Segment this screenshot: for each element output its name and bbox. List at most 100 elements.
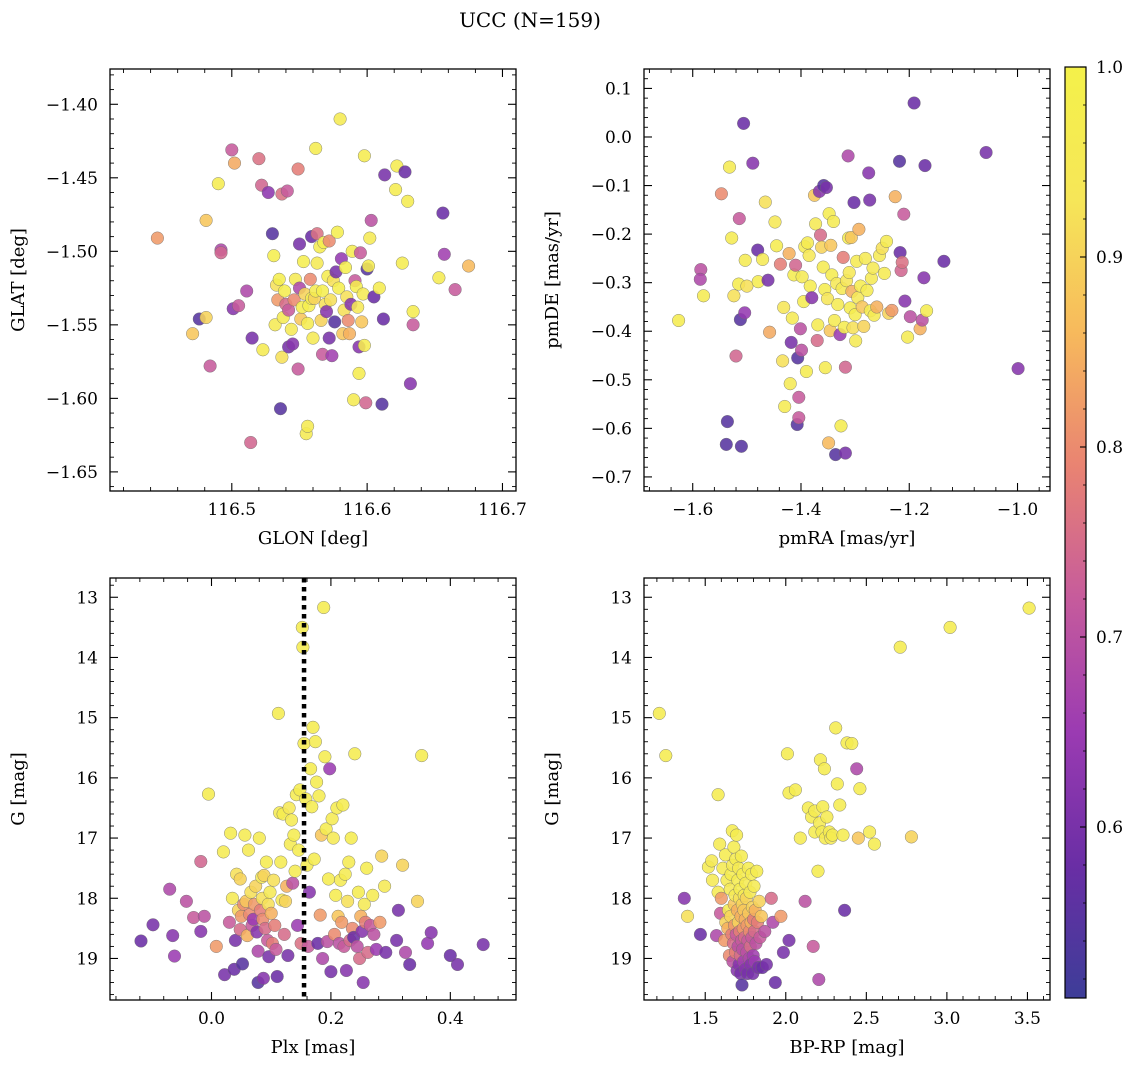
scatter-point xyxy=(443,949,457,963)
x-tick-label: 3.0 xyxy=(933,1009,960,1029)
scatter-point xyxy=(391,903,405,917)
scatter-point xyxy=(888,190,902,204)
scatter-point xyxy=(818,361,832,375)
scatter-point xyxy=(782,246,796,260)
scatter-point xyxy=(348,747,362,761)
scatter-point xyxy=(362,259,376,273)
y-tick-label: 0.1 xyxy=(605,79,632,99)
scatter-point xyxy=(344,831,358,845)
scatter-point xyxy=(375,849,389,863)
scatter-point xyxy=(829,721,843,735)
scatter-point xyxy=(317,601,331,615)
scatter-point xyxy=(150,231,164,245)
scatter-point xyxy=(285,813,299,827)
scatter-point xyxy=(979,145,993,159)
scatter-point xyxy=(805,291,819,305)
scatter-point xyxy=(287,828,301,842)
y-tick-label: −1.65 xyxy=(46,463,98,483)
scatter-point xyxy=(134,934,148,948)
chart-panels: 116.5 116.6 116.7 −1.65 −1.60 −1.55 −1.50 −1.45… xyxy=(8,68,1051,1058)
scatter-point xyxy=(730,828,744,842)
scatter-point xyxy=(225,143,239,157)
scatter-point xyxy=(451,958,465,972)
scatter-point xyxy=(437,247,451,261)
scatter-point xyxy=(852,222,866,236)
scatter-point xyxy=(811,864,825,878)
colorbar-tick-label: 0.6 xyxy=(1096,818,1123,838)
colorbar-tick-label: 0.7 xyxy=(1096,628,1123,648)
scatter-point xyxy=(227,156,241,170)
scatter-point xyxy=(802,248,816,262)
scatter-point xyxy=(774,909,788,923)
scatter-point xyxy=(1011,362,1025,376)
scatter-point xyxy=(830,777,844,791)
scatter-point xyxy=(847,195,861,209)
scatter-point xyxy=(286,337,300,351)
scatter-point xyxy=(415,749,429,763)
scatter-point xyxy=(792,411,806,425)
points-group xyxy=(652,601,1036,992)
scatter-point xyxy=(816,260,830,274)
scatter-point xyxy=(324,293,338,307)
scatter-point xyxy=(301,419,315,433)
scatter-point xyxy=(291,918,305,932)
scatter-point xyxy=(780,747,794,761)
points-group xyxy=(672,96,1025,462)
y-tick-label: −0.7 xyxy=(591,468,632,488)
scatter-point xyxy=(256,971,270,985)
scatter-point xyxy=(406,318,420,332)
y-tick-label: 13 xyxy=(610,588,632,608)
scatter-point xyxy=(844,230,858,244)
scatter-point xyxy=(310,256,324,270)
scatter-point xyxy=(269,942,283,956)
scatter-point xyxy=(235,957,249,971)
scatter-point xyxy=(858,251,872,265)
scatter-point xyxy=(851,831,865,845)
scatter-point xyxy=(259,855,273,869)
colorbar-tick-label: 0.8 xyxy=(1096,438,1123,458)
x-tick-label: −1.0 xyxy=(997,500,1038,520)
scatter-point xyxy=(776,354,790,368)
scatter-point xyxy=(406,305,420,319)
scatter-point xyxy=(261,185,275,199)
x-tick-label: 1.5 xyxy=(692,1009,719,1029)
scatter-point xyxy=(357,897,371,911)
scatter-point xyxy=(216,845,230,859)
x-tick-label: −1.6 xyxy=(672,500,713,520)
scatter-point xyxy=(714,187,728,201)
scatter-point xyxy=(738,253,752,267)
scatter-point xyxy=(893,154,907,168)
scatter-point xyxy=(761,273,775,287)
scatter-point xyxy=(778,400,792,414)
scatter-point xyxy=(325,349,339,363)
scatter-point xyxy=(838,360,852,374)
scatter-point xyxy=(339,261,353,275)
scatter-point xyxy=(338,867,352,881)
y-tick-label: 17 xyxy=(76,829,98,849)
scatter-point xyxy=(846,321,860,335)
scatter-point xyxy=(166,929,180,943)
scatter-point xyxy=(782,933,796,947)
scatter-point xyxy=(841,149,855,163)
scatter-point xyxy=(291,162,305,176)
x-tick-label: 0.4 xyxy=(437,1009,464,1029)
scatter-point xyxy=(776,945,790,959)
scatter-point xyxy=(713,837,727,851)
scatter-point xyxy=(845,737,859,751)
y-tick-label: 0.0 xyxy=(605,128,632,148)
scatter-point xyxy=(367,927,381,941)
scatter-point xyxy=(343,327,357,341)
scatter-point xyxy=(720,415,734,429)
scatter-point xyxy=(297,255,311,269)
axes-frame xyxy=(643,577,1051,1001)
scatter-point xyxy=(770,239,784,253)
scatter-point xyxy=(918,159,932,173)
scatter-point xyxy=(747,879,761,893)
scatter-point xyxy=(326,831,340,845)
y-tick-label: −1.60 xyxy=(46,389,98,409)
scatter-point xyxy=(727,289,741,303)
x-tick-label: 0.2 xyxy=(317,1009,344,1029)
scatter-point xyxy=(732,212,746,226)
scatter-point xyxy=(777,300,791,314)
